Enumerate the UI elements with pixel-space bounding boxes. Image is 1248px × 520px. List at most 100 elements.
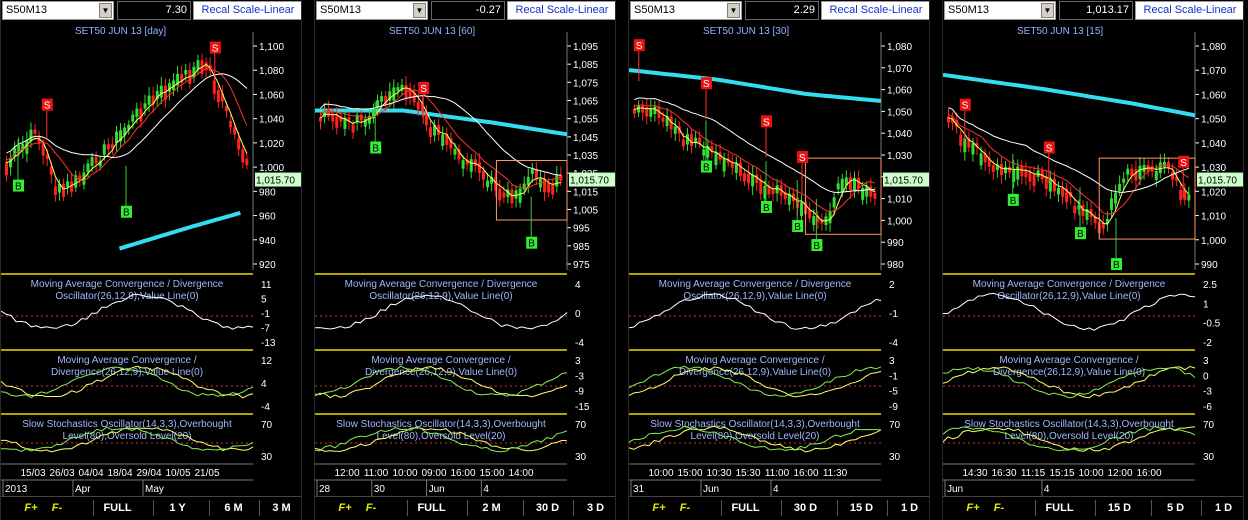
range-button[interactable]: FULL	[407, 500, 455, 516]
indicator-tick-label: -0.5	[1203, 319, 1221, 330]
range-button[interactable]: FULL	[93, 500, 141, 516]
dropdown-arrow-icon[interactable]: ▼	[99, 3, 112, 18]
mid-moving-average	[320, 89, 561, 189]
time-tick-label: 29/04	[136, 468, 161, 479]
range-button[interactable]: 1 D	[1201, 500, 1243, 516]
candle	[1028, 171, 1032, 182]
sell-signal-marker[interactable]	[701, 77, 712, 90]
candle	[224, 106, 228, 111]
range-button[interactable]: 1 Y	[153, 500, 201, 516]
candle	[400, 84, 404, 91]
candle	[331, 113, 335, 122]
buy-signal-marker[interactable]	[1007, 193, 1019, 206]
candle	[706, 146, 710, 158]
font-increase-button[interactable]: F+	[966, 502, 980, 514]
buy-signal-marker[interactable]	[701, 160, 712, 173]
range-button[interactable]: 30 D	[781, 500, 829, 516]
candle	[840, 178, 844, 193]
range-button[interactable]: 1 D	[887, 500, 929, 516]
candle	[869, 186, 873, 197]
dropdown-arrow-icon[interactable]: ▼	[727, 3, 740, 18]
buy-signal-marker[interactable]	[811, 239, 823, 252]
font-decrease-button[interactable]: F-	[365, 502, 377, 514]
candle	[983, 153, 987, 163]
indicator-label: Divergence(26,12,9),Value Line(0)	[51, 367, 203, 378]
long-moving-average	[629, 68, 882, 103]
range-button[interactable]: 5 D	[1151, 500, 1199, 516]
sell-signal-marker[interactable]	[761, 115, 772, 128]
symbol-select[interactable]: S50M13 ▼	[630, 1, 742, 20]
range-button[interactable]: 15 D	[837, 500, 885, 516]
candle	[192, 66, 196, 78]
symbol-select[interactable]: S50M13 ▼	[2, 1, 114, 20]
dropdown-arrow-icon[interactable]: ▼	[1041, 3, 1054, 18]
price-chart[interactable]: SET50 JUN 13 [30] 1,080 1,070 1,060 1,050 1,0…	[629, 22, 930, 498]
indicator-tick-label: 12	[261, 356, 273, 367]
sell-signal-marker[interactable]	[959, 98, 971, 111]
sell-signal-marker[interactable]	[1043, 141, 1055, 154]
recal-scale-button[interactable]: Recal Scale-Linear	[193, 1, 301, 20]
font-decrease-button[interactable]: F-	[679, 502, 691, 514]
price-tick-label: 1,010	[887, 195, 912, 206]
range-button[interactable]: 6 M	[209, 500, 257, 516]
font-decrease-button[interactable]: F-	[993, 502, 1005, 514]
range-button[interactable]: 2 M	[467, 500, 515, 516]
price-tick-label: 1,020	[1201, 187, 1226, 198]
indicator-tick-label: -1	[889, 309, 898, 320]
candle	[477, 162, 481, 173]
panel-toolbar: S50M13 ▼ 2.29 Recal Scale-Linear	[629, 0, 929, 22]
symbol-label: S50M13	[948, 4, 989, 16]
range-button[interactable]: FULL	[1035, 500, 1083, 516]
dropdown-arrow-icon[interactable]: ▼	[413, 3, 426, 18]
buy-signal-marker[interactable]	[13, 179, 24, 192]
price-chart[interactable]: SET50 JUN 13 [15] 1,080 1,070 1,060 1,050 1,0…	[943, 22, 1244, 498]
font-decrease-button[interactable]: F-	[51, 502, 63, 514]
indicator-label: Slow Stochastics Oscillator(14,3,3),Over…	[650, 419, 860, 430]
symbol-select[interactable]: S50M13 ▼	[944, 1, 1056, 20]
candle	[502, 192, 506, 198]
range-button[interactable]: 3 M	[259, 500, 301, 516]
price-tick-label: 1,005	[573, 206, 598, 217]
buy-signal-marker[interactable]	[761, 200, 772, 213]
candle	[755, 174, 759, 184]
date-tick-label: Jun	[947, 484, 963, 495]
symbol-select[interactable]: S50M13 ▼	[316, 1, 428, 20]
signal-letter: S	[799, 153, 806, 164]
candle	[1008, 166, 1012, 173]
indicator-line	[629, 366, 882, 398]
recal-scale-button[interactable]: Recal Scale-Linear	[821, 1, 929, 20]
buy-signal-marker[interactable]	[1111, 258, 1122, 271]
candle	[204, 62, 208, 71]
buy-signal-marker[interactable]	[121, 205, 132, 218]
recal-scale-button[interactable]: Recal Scale-Linear	[1135, 1, 1243, 20]
range-button[interactable]: FULL	[721, 500, 769, 516]
range-button[interactable]: 30 D	[523, 500, 571, 516]
price-chart[interactable]: SET50 JUN 13 [60] 1,095 1,085 1,075 1,065 1,0…	[315, 22, 616, 498]
font-increase-button[interactable]: F+	[338, 502, 352, 514]
buy-signal-marker[interactable]	[1075, 227, 1086, 240]
buy-signal-marker[interactable]	[792, 220, 804, 233]
price-tick-label: 980	[259, 187, 276, 198]
sell-signal-marker[interactable]	[1178, 155, 1190, 168]
font-increase-button[interactable]: F+	[24, 502, 38, 514]
sell-signal-marker[interactable]	[41, 98, 53, 111]
sell-signal-marker[interactable]	[633, 39, 645, 52]
candle	[698, 137, 702, 144]
candle	[955, 120, 959, 127]
sell-signal-marker[interactable]	[797, 151, 808, 163]
recal-scale-button[interactable]: Recal Scale-Linear	[507, 1, 615, 20]
candle	[1162, 161, 1166, 167]
buy-signal-marker[interactable]	[526, 236, 538, 249]
sell-signal-marker[interactable]	[418, 81, 430, 94]
buy-signal-marker[interactable]	[370, 141, 382, 154]
candle	[98, 161, 102, 167]
sell-signal-marker[interactable]	[209, 41, 221, 54]
range-button[interactable]: 15 D	[1095, 500, 1143, 516]
date-tick-label: Jun	[703, 484, 719, 495]
time-tick-label: 16:00	[450, 468, 475, 479]
font-increase-button[interactable]: F+	[652, 502, 666, 514]
range-button[interactable]: 3 D	[573, 500, 615, 516]
price-tick-label: 1,020	[259, 139, 284, 150]
time-tick-label: 15:30	[735, 468, 760, 479]
price-chart[interactable]: SET50 JUN 13 [day] 1,100 1,080 1,060 1,040 1,…	[1, 22, 302, 498]
